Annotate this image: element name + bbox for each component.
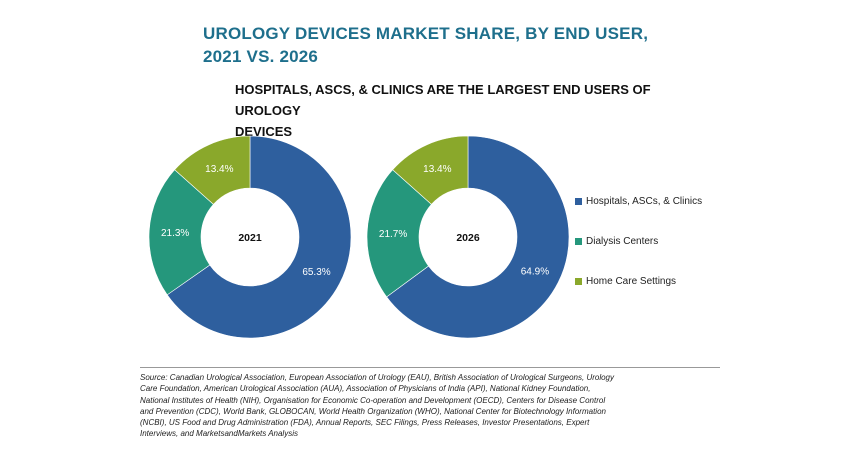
chart-title-line-2: 2021 VS. 2026	[203, 47, 319, 66]
legend-item-dialysis: Dialysis Centers	[575, 233, 702, 249]
data-label-2021-dialysis: 21.3%	[161, 228, 189, 239]
data-label-2021-hospitals: 65.3%	[302, 267, 330, 278]
donut-chart-2026: 64.9% 21.7% 13.4% 2026	[366, 135, 570, 339]
data-label-2026-home-care: 13.4%	[423, 164, 451, 175]
source-line: Interviews, and MarketsandMarkets Analys…	[140, 429, 298, 439]
chart-title-line-1: UROLOGY DEVICES MARKET SHARE, BY END USE…	[203, 24, 649, 43]
chart-title: UROLOGY DEVICES MARKET SHARE, BY END USE…	[203, 22, 648, 68]
legend-label-home-care: Home Care Settings	[586, 275, 677, 287]
source-line: Source: Canadian Urological Association,…	[140, 373, 615, 382]
donut-chart-2021: 65.3% 21.3% 13.4% 2021	[148, 135, 352, 339]
slice-2021-hospitals	[166, 135, 352, 339]
legend-swatch-dialysis	[575, 237, 582, 245]
legend-label-dialysis: Dialysis Centers	[586, 235, 659, 247]
source-line: and Prevention (CDC), World Bank, GLOBOC…	[140, 406, 606, 416]
source-line: National Institutes of Health (NIH), Org…	[140, 395, 606, 405]
legend-swatch-home-care	[575, 277, 582, 285]
slice-2026-hospitals	[386, 135, 570, 339]
slice-2021-dialysis	[148, 169, 214, 296]
center-year-label-2026: 2026	[456, 232, 480, 244]
legend: Hospitals, ASCs, & Clinics Dialysis Cent…	[575, 193, 702, 313]
legend-label-hospitals: Hospitals, ASCs, & Clinics	[586, 195, 703, 207]
source-note: Source: Canadian Urological Association,…	[140, 367, 720, 440]
data-label-2026-hospitals: 64.9%	[521, 266, 549, 277]
chart-subtitle-line-1: HOSPITALS, ASCS, & CLINICS ARE THE LARGE…	[235, 82, 651, 118]
data-label-2026-dialysis: 21.7%	[379, 229, 407, 240]
chart-subtitle-line-2: DEVICES	[235, 124, 293, 139]
chart-subtitle: HOSPITALS, ASCS, & CLINICS ARE THE LARGE…	[235, 79, 695, 142]
slice-2026-dialysis	[366, 169, 432, 298]
center-year-label-2021: 2021	[238, 232, 262, 244]
source-line: Care Foundation, American Urological Ass…	[140, 384, 591, 394]
legend-item-hospitals: Hospitals, ASCs, & Clinics	[575, 193, 702, 209]
data-label-2021-home-care: 13.4%	[205, 164, 233, 175]
source-line: (NCBI), US Food and Drug Administration …	[140, 418, 590, 428]
legend-item-home-care: Home Care Settings	[575, 273, 702, 289]
legend-swatch-hospitals	[575, 197, 582, 205]
slice-2021-home-care	[174, 135, 251, 205]
slice-2026-home-care	[392, 135, 469, 205]
